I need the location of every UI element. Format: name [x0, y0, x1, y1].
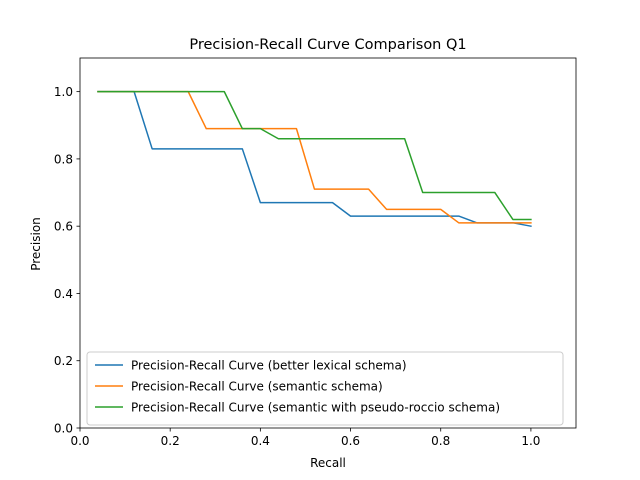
axes-frame: [79, 57, 577, 429]
y-axis-label: Precision: [29, 217, 43, 271]
x-tick-label: 0.0: [70, 434, 89, 448]
x-tick-label: 0.2: [161, 434, 180, 448]
legend-label-1: Precision-Recall Curve (semantic schema): [131, 380, 383, 394]
x-tick-label: 0.8: [431, 434, 450, 448]
series-layer: [97, 90, 532, 228]
legend-label-2: Precision-Recall Curve (semantic with ps…: [131, 401, 500, 415]
series-line-0: [97, 90, 532, 228]
y-tick-label: 0.4: [54, 287, 73, 301]
y-tick-label: 0.2: [54, 354, 73, 368]
x-tick-label: 0.6: [341, 434, 360, 448]
x-axis-label: Recall: [310, 456, 346, 470]
legend-label-0: Precision-Recall Curve (better lexical s…: [131, 359, 407, 373]
chart-title: Precision-Recall Curve Comparison Q1: [189, 37, 466, 53]
axes-layer: 0.0 0.2 0.4 0.6 0.8 1.0 0.0 0.2 0.4 0.6 0.8 1.0: [54, 57, 577, 448]
y-tick-label: 0.6: [54, 220, 73, 234]
y-tick-label: 1.0: [54, 85, 73, 99]
y-tick-label: 0.8: [54, 152, 73, 166]
x-tick-label: 1.0: [521, 434, 540, 448]
x-tick-label: 0.4: [251, 434, 270, 448]
legend-box: [86, 351, 564, 426]
y-tick-label: 0.0: [54, 422, 73, 436]
series-line-2: [97, 90, 532, 221]
legend: Precision-Recall Curve (better lexical s…: [86, 351, 564, 426]
